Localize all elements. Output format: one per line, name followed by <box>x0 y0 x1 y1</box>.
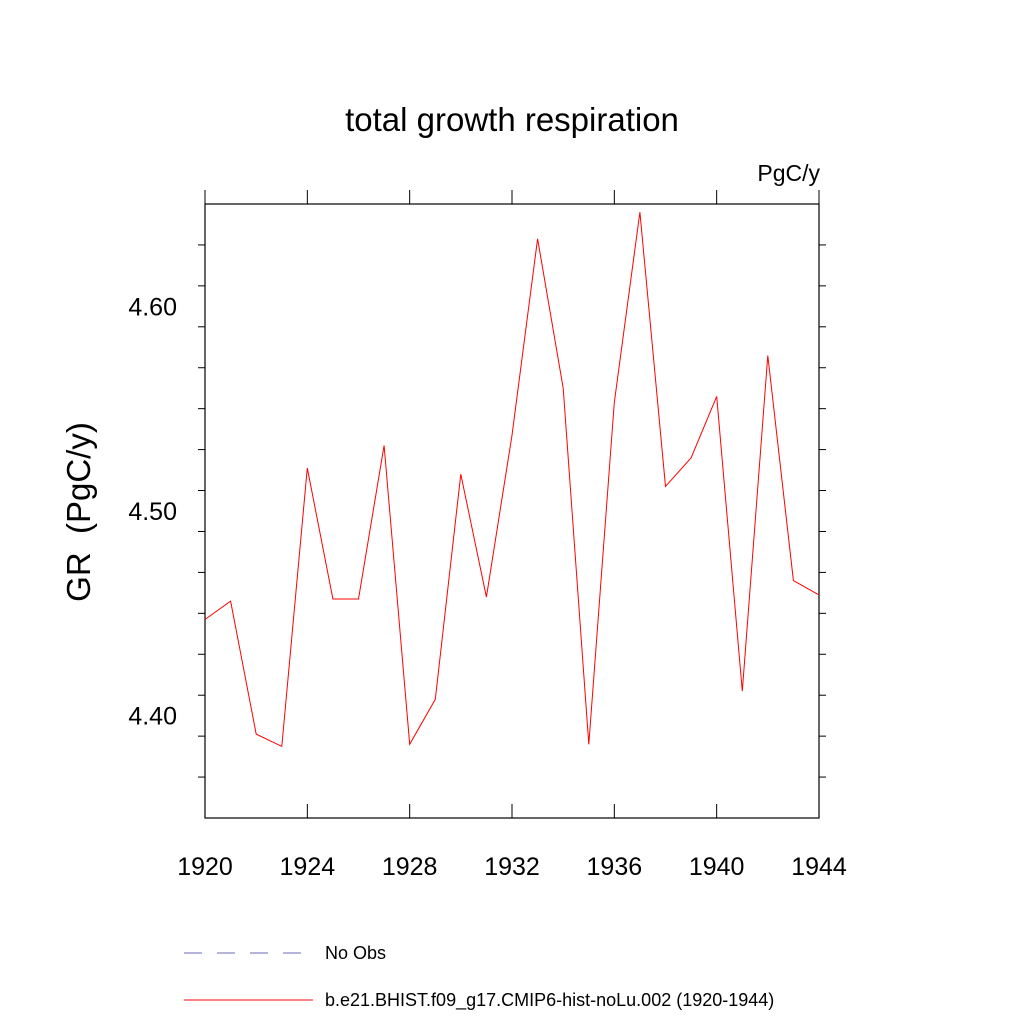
x-tick-label: 1940 <box>689 853 745 881</box>
x-tick-label: 1936 <box>587 853 643 881</box>
x-tick-label: 1932 <box>484 853 540 881</box>
y-axis-ticks: 4.40 4.50 4.60 <box>128 244 826 778</box>
x-tick-label: 1944 <box>791 853 847 881</box>
x-tick-label: 1924 <box>280 853 336 881</box>
units-label: PgC/y <box>757 160 820 186</box>
x-tick-label: 1928 <box>382 853 438 881</box>
series-line <box>204 212 820 748</box>
y-tick-label: 4.40 <box>128 703 177 731</box>
legend: No Obs b.e21.BHIST.f09_g17.CMIP6-hist-noL… <box>184 943 774 1011</box>
x-axis-ticks: 1920 1924 1928 1932 1936 1940 1944 <box>177 190 847 881</box>
legend-label: No Obs <box>325 943 386 963</box>
series-lines <box>204 212 820 748</box>
y-tick-label: 4.50 <box>128 498 177 526</box>
chart-title: total growth respiration <box>345 101 679 138</box>
legend-label: b.e21.BHIST.f09_g17.CMIP6-hist-noLu.002 … <box>325 990 774 1011</box>
y-axis-label: GR (PgC/y) <box>60 422 97 602</box>
y-tick-label: 4.60 <box>128 293 177 321</box>
x-tick-label: 1920 <box>177 853 233 881</box>
